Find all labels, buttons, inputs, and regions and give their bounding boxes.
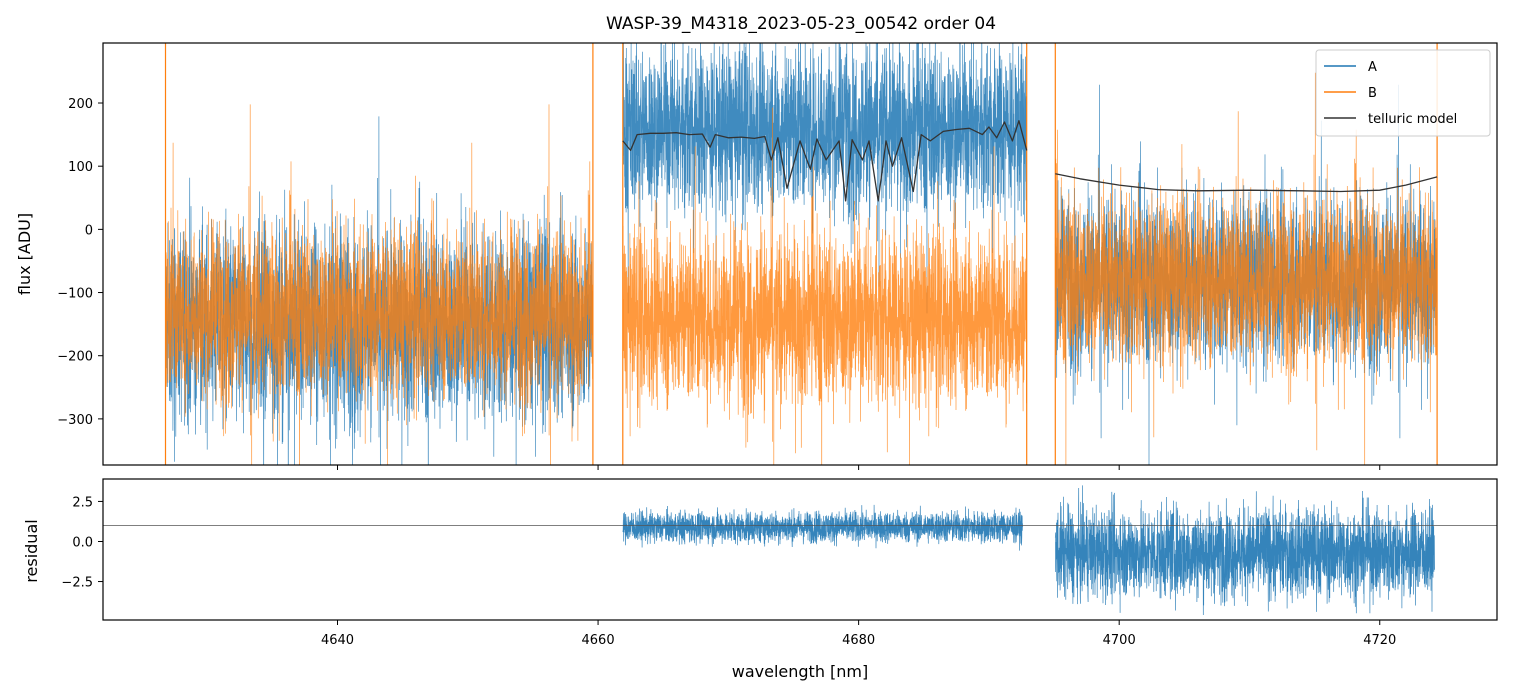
residual-plot-area [103, 485, 1497, 616]
legend-box [1315, 49, 1491, 137]
series-a-segment-1 [622, 43, 1028, 314]
main-yaxis: 200 100 0 −100 −200 −300 [57, 97, 103, 428]
chart-title: WASP-39_M4318_2023-05-23_00542 order 04 [606, 14, 996, 34]
legend-label-telluric: telluric model [1368, 112, 1457, 127]
series-b-segment-0 [165, 104, 594, 465]
telluric-model-line-0 [622, 120, 1028, 202]
xtick-label: 4660 [582, 633, 615, 648]
telluric-model-line-1 [1055, 173, 1438, 193]
residual-xaxis: 4640 4660 4680 4700 4720 [321, 620, 1396, 648]
legend-label-b: B [1368, 86, 1377, 101]
series-b-segment-1 [622, 107, 1028, 465]
xtick-label: 4700 [1103, 633, 1136, 648]
residual-a-segment-1 [1054, 485, 1435, 616]
main-ytick-label: 200 [68, 97, 93, 112]
main-ytick-label: 100 [68, 160, 93, 175]
main-ylabel: flux [ADU] [15, 213, 34, 295]
main-xaxis [337, 465, 1381, 470]
residual-ytick-label: 0.0 [72, 535, 93, 550]
xtick-label: 4720 [1363, 633, 1396, 648]
residual-ylabel: residual [22, 519, 41, 582]
xaxis-label: wavelength [nm] [732, 662, 869, 681]
main-ytick-label: 0 [85, 223, 93, 238]
residual-yaxis: 2.5 0.0 −2.5 [61, 495, 103, 591]
xtick-label: 4680 [842, 633, 875, 648]
legend: A B telluric model [1315, 49, 1491, 137]
main-ytick-label: −100 [57, 287, 93, 302]
xtick-label: 4640 [321, 633, 354, 648]
main-plot-area [164, 43, 1438, 465]
residual-ytick-label: −2.5 [61, 576, 93, 591]
residual-axes-frame [102, 478, 1498, 621]
main-ytick-label: −300 [57, 413, 93, 428]
legend-label-a: A [1368, 60, 1377, 75]
series-b-segment-2 [1054, 72, 1438, 465]
main-ytick-label: −200 [57, 350, 93, 365]
main-axes-frame [102, 42, 1498, 466]
residual-ytick-label: 2.5 [72, 495, 93, 510]
